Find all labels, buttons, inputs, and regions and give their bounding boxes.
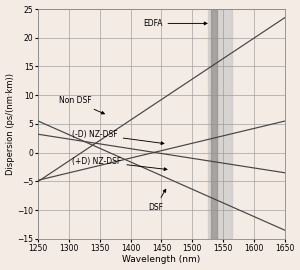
Y-axis label: Dispersion (ps/(nm·km)): Dispersion (ps/(nm·km)) [6, 73, 15, 175]
Text: (+D) NZ-DSF: (+D) NZ-DSF [72, 157, 167, 170]
Text: DSF: DSF [148, 189, 166, 212]
X-axis label: Wavelength (nm): Wavelength (nm) [122, 255, 201, 264]
Text: Non DSF: Non DSF [58, 96, 104, 114]
Bar [208, 9, 233, 239]
Text: EDFA: EDFA [143, 19, 207, 28]
Bar [211, 9, 217, 239]
Text: (-D) NZ-DSF: (-D) NZ-DSF [72, 130, 164, 144]
